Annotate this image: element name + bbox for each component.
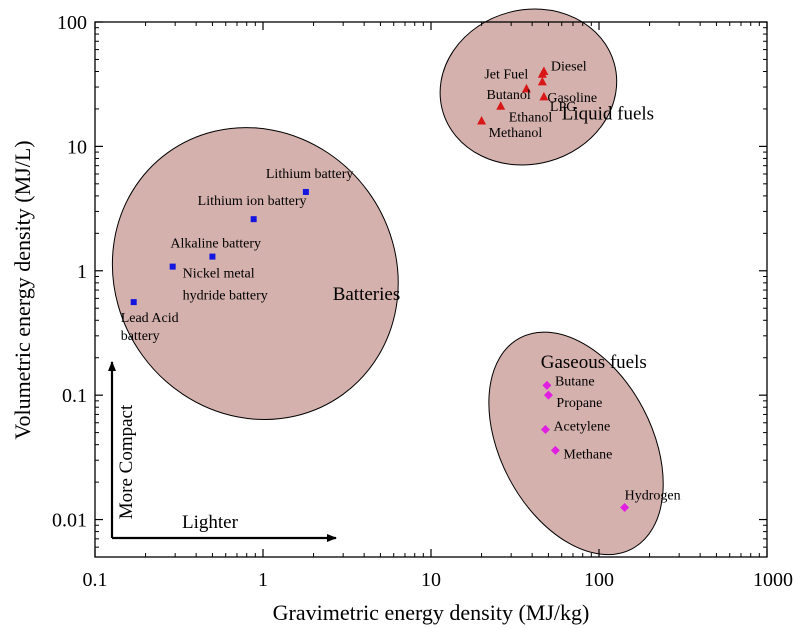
butane-label: Butane — [555, 374, 595, 389]
y-tick-label: 0.01 — [52, 510, 87, 532]
x-tick-label: 1 — [258, 569, 268, 591]
hydrogen-marker — [620, 503, 630, 513]
batteries-ellipse — [111, 127, 399, 420]
x-tick-label: 0.1 — [83, 569, 108, 591]
alkaline-battery-label: Alkaline battery — [170, 237, 261, 252]
lithium-battery-label: Lithium battery — [266, 167, 353, 182]
lead-acid-battery-marker — [130, 299, 137, 306]
hydrogen-label: Hydrogen — [625, 489, 681, 504]
y-tick-label: 1 — [77, 261, 87, 283]
more-compact-label: More Compact — [116, 404, 137, 519]
data-point-labels: Lithium battery Lithium ion battery Alkali… — [121, 59, 681, 503]
butanol-label: Butanol — [486, 88, 530, 103]
gasoline-label: Gasoline — [547, 91, 597, 106]
nickel-metal-hydride-battery-marker — [169, 263, 176, 270]
direction-annotations: Lighter More Compact — [108, 361, 337, 542]
liquid-fuels-group-label: Liquid fuels — [562, 103, 654, 124]
liquid-fuels-ellipse — [439, 8, 618, 166]
lpg-label: LPG — [550, 100, 576, 115]
acetylene-marker — [540, 424, 550, 434]
x-tick-label: 10 — [421, 569, 441, 591]
ethanol-label: Ethanol — [509, 110, 553, 125]
alkaline-battery-marker — [209, 253, 216, 260]
propane-marker — [543, 390, 553, 400]
propane-label: Propane — [556, 396, 602, 411]
axis-tick-labels: 0.1 1 10 100 1000 0.01 0.1 1 10 100 — [52, 12, 793, 591]
lpg-marker — [539, 91, 549, 101]
methane-label: Methane — [563, 447, 612, 462]
lithium-ion-battery-label: Lithium ion battery — [198, 194, 307, 209]
lithium-ion-battery-marker — [250, 216, 257, 223]
butanol-marker — [521, 83, 531, 93]
group-ellipses — [111, 8, 664, 556]
jet-fuel-label: Jet Fuel — [484, 67, 528, 82]
data-markers — [130, 66, 630, 513]
batteries-group-label: Batteries — [333, 284, 401, 305]
group-labels: Batteries Liquid fuels Gaseous fuels — [333, 103, 654, 373]
lighter-label: Lighter — [182, 512, 239, 533]
x-tick-label: 100 — [584, 569, 614, 591]
diesel-marker — [539, 66, 549, 75]
lithium-battery-marker — [302, 188, 309, 195]
y-tick-label: 100 — [57, 12, 87, 34]
lead-acid-battery-label: Lead Acid battery — [121, 311, 179, 344]
y-axis-title: Volumetric energy density (MJ/L) — [10, 140, 35, 439]
nickel-metal-hydride-battery-label: Nickel metal hydride battery — [183, 267, 268, 304]
methanol-marker — [477, 115, 487, 125]
gaseous-fuels-ellipse — [488, 331, 664, 556]
methanol-label: Methanol — [489, 126, 543, 141]
axis-ticks — [94, 21, 768, 558]
acetylene-label: Acetylene — [553, 419, 610, 434]
methane-marker — [550, 445, 560, 455]
gasoline-marker — [537, 76, 547, 86]
ethanol-marker — [496, 101, 506, 110]
x-axis-title: Gravimetric energy density (MJ/kg) — [273, 600, 590, 625]
diesel-label: Diesel — [551, 59, 587, 74]
butane-marker — [542, 380, 552, 390]
y-tick-label: 0.1 — [62, 385, 87, 407]
gaseous-fuels-group-label: Gaseous fuels — [541, 352, 647, 373]
x-tick-label: 1000 — [753, 569, 793, 591]
y-tick-label: 10 — [67, 136, 87, 158]
